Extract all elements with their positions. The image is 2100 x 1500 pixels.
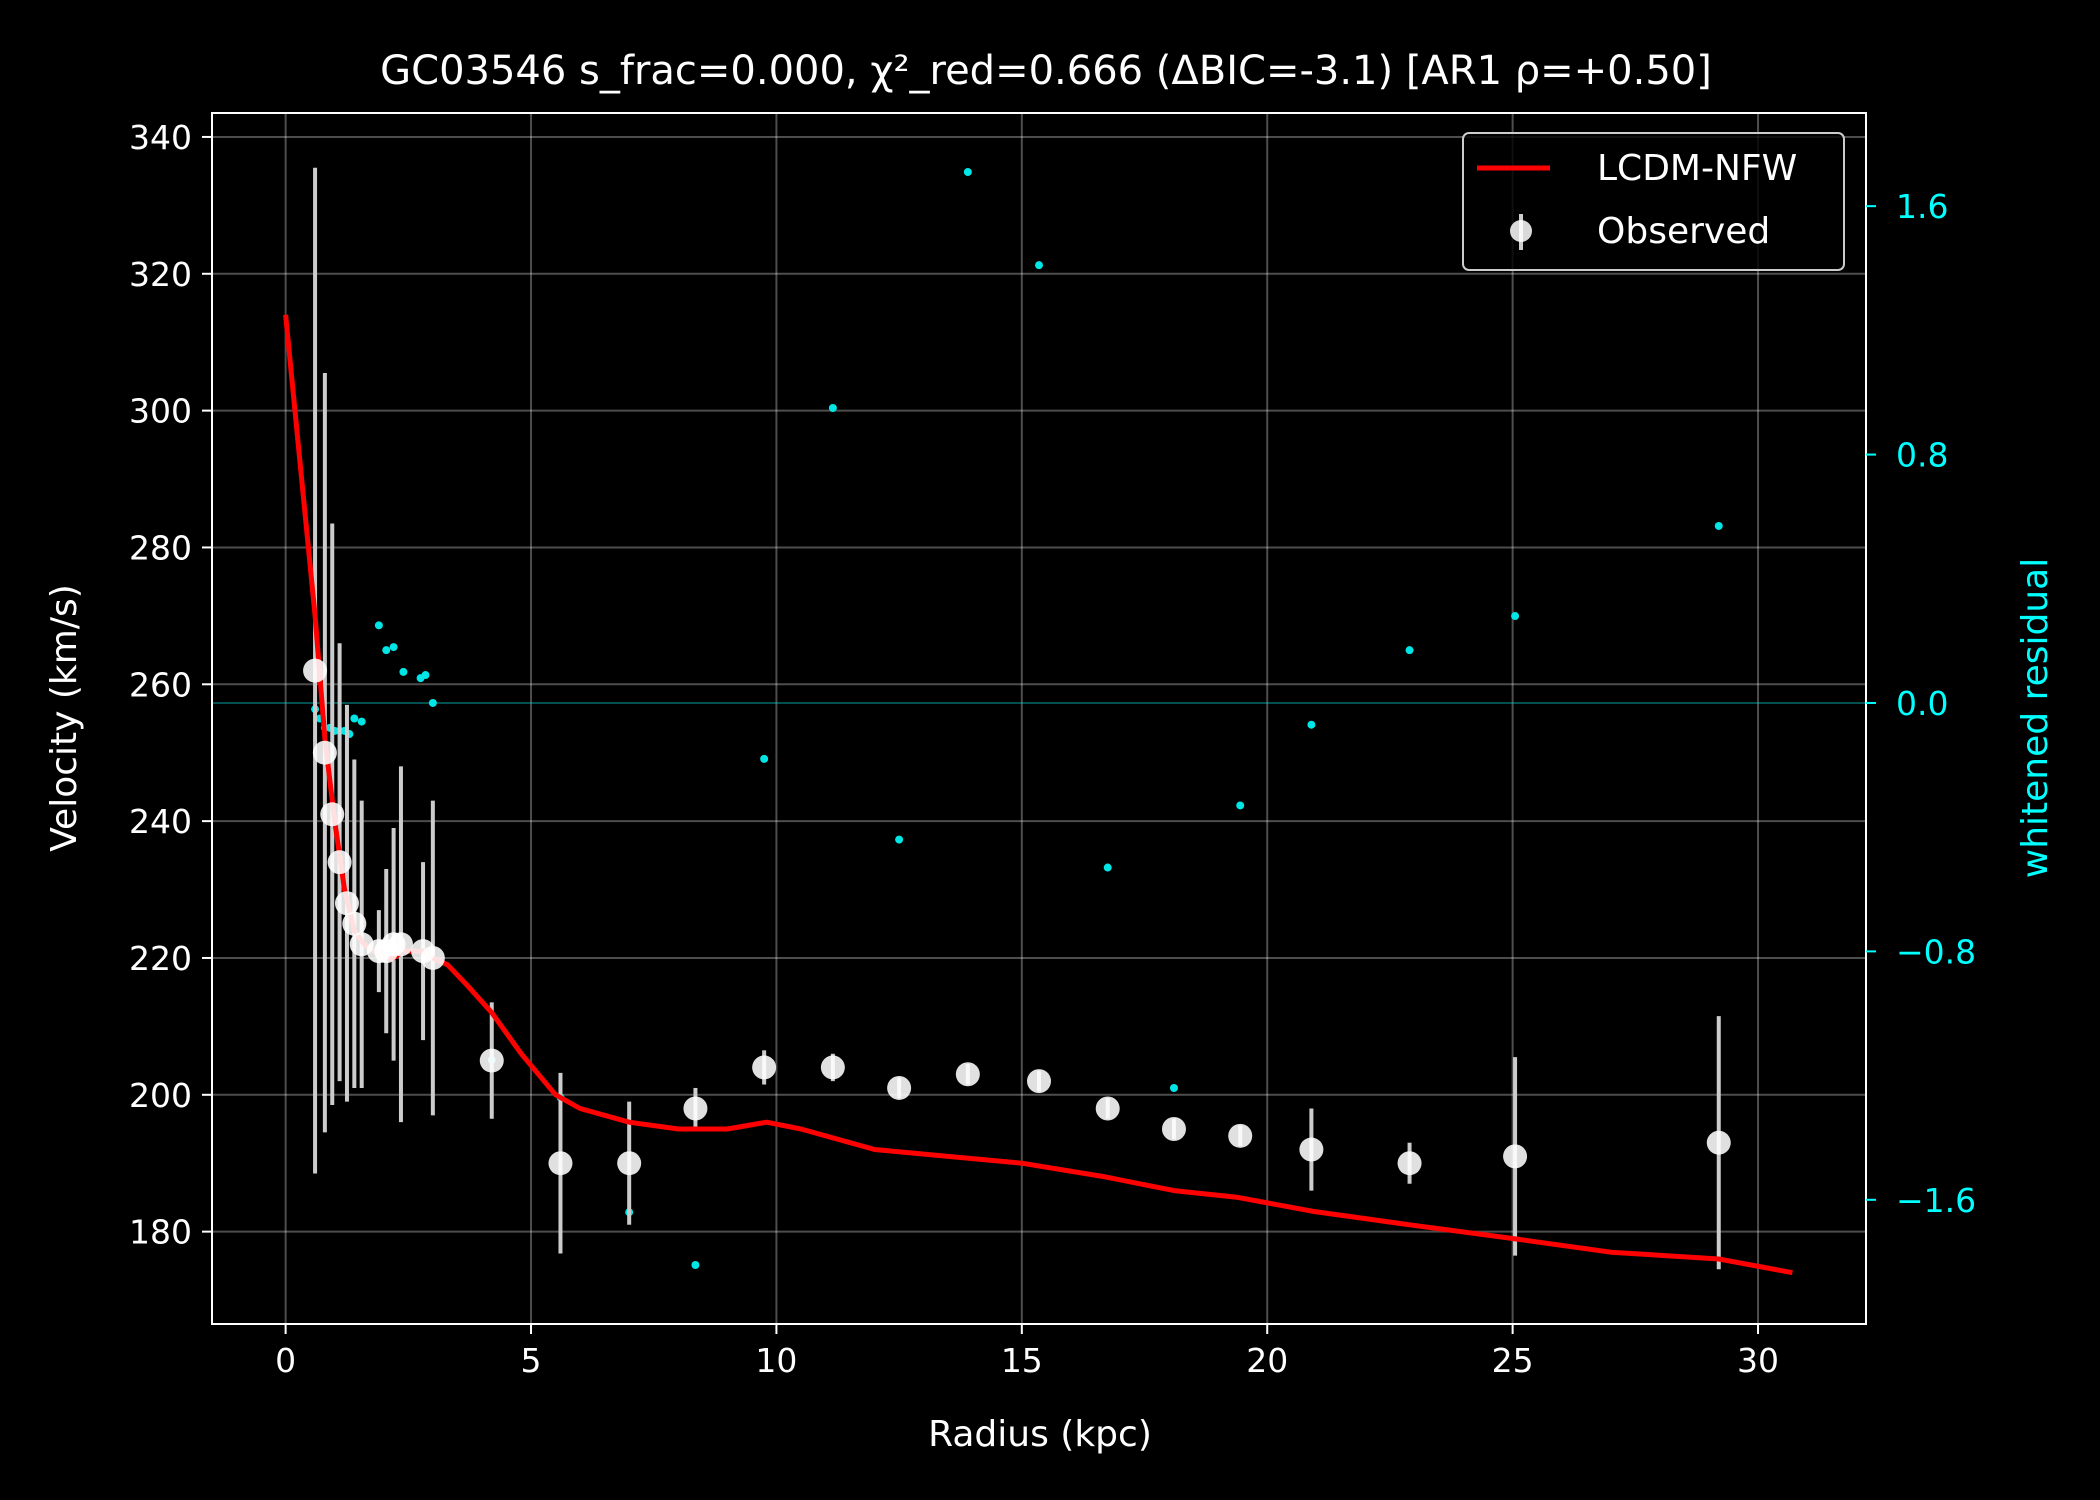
residual-point bbox=[399, 667, 408, 676]
x-tick-label: 30 bbox=[1737, 1341, 1779, 1380]
x-tick-label: 10 bbox=[755, 1341, 797, 1380]
residual-point bbox=[350, 714, 359, 723]
legend: LCDM-NFW Observed bbox=[1462, 132, 1845, 271]
y-tick-label: 300 bbox=[129, 392, 192, 431]
observed-point bbox=[955, 1062, 980, 1087]
right-tick-label: 0.0 bbox=[1896, 684, 1948, 723]
observed-point bbox=[312, 740, 337, 765]
observed-point bbox=[1299, 1137, 1324, 1162]
right-tick-label: −0.8 bbox=[1896, 932, 1976, 971]
y-tick-label: 280 bbox=[129, 528, 192, 567]
observed-point bbox=[1095, 1096, 1120, 1121]
observed-point bbox=[1503, 1144, 1528, 1169]
observed-point bbox=[303, 658, 328, 683]
residual-point bbox=[691, 1261, 700, 1270]
observed-point bbox=[1228, 1123, 1253, 1148]
right-axis-ticks: −1.6 −0.8 0.0 0.8 1.6 bbox=[1866, 187, 1976, 1220]
observed-point bbox=[683, 1096, 708, 1121]
observed-point bbox=[617, 1151, 642, 1176]
y-tick-label: 180 bbox=[129, 1213, 192, 1252]
observed-point bbox=[334, 891, 359, 916]
observed-point bbox=[887, 1075, 912, 1100]
y-tick-label: 200 bbox=[129, 1076, 192, 1115]
x-tick-label: 0 bbox=[275, 1341, 296, 1380]
residual-point bbox=[421, 671, 430, 680]
y-tick-label: 320 bbox=[129, 255, 192, 294]
residual-point bbox=[389, 643, 398, 652]
observed-point bbox=[1027, 1069, 1051, 1094]
residual-point bbox=[1236, 801, 1245, 810]
observed-point bbox=[342, 911, 367, 936]
residual-point bbox=[374, 621, 383, 630]
legend-marker-swatch bbox=[1510, 220, 1532, 242]
legend-label-observed: Observed bbox=[1597, 211, 1770, 252]
residual-point bbox=[1169, 1084, 1178, 1093]
legend-label-model: LCDM-NFW bbox=[1597, 148, 1797, 189]
chart-title: GC03546 s_frac=0.000, χ²_red=0.666 (ΔBIC… bbox=[380, 48, 1712, 94]
axes-frame bbox=[211, 112, 1867, 1325]
y-axis-ticks: 180 200 220 240 260 280 300 320 340 bbox=[129, 118, 212, 1252]
observed-point bbox=[388, 932, 413, 957]
residual-point bbox=[382, 646, 391, 655]
observed-points bbox=[303, 658, 1731, 1176]
right-tick-label: 1.6 bbox=[1896, 187, 1948, 226]
observed-point bbox=[548, 1151, 573, 1176]
right-tick-label: 0.8 bbox=[1896, 436, 1948, 475]
x-axis-ticks: 0 5 10 15 20 25 30 bbox=[275, 1324, 1779, 1380]
x-tick-label: 15 bbox=[1001, 1341, 1043, 1380]
legend-box bbox=[1462, 132, 1845, 271]
right-axis-label: whitened residual bbox=[2015, 558, 2056, 878]
observed-point bbox=[752, 1055, 777, 1080]
observed-point bbox=[1397, 1151, 1422, 1176]
residual-point bbox=[1035, 261, 1043, 270]
x-tick-label: 20 bbox=[1246, 1341, 1288, 1380]
observed-point bbox=[479, 1048, 504, 1073]
residual-point bbox=[828, 403, 837, 412]
residual-point bbox=[760, 754, 769, 763]
x-tick-label: 25 bbox=[1492, 1341, 1534, 1380]
residual-point bbox=[1714, 521, 1723, 530]
x-axis-label: Radius (kpc) bbox=[928, 1414, 1152, 1455]
y-tick-label: 260 bbox=[129, 665, 192, 704]
residual-point bbox=[1103, 863, 1112, 872]
observed-point bbox=[1161, 1117, 1186, 1142]
y-tick-label: 340 bbox=[129, 118, 192, 157]
grid bbox=[212, 113, 1866, 1324]
observed-point bbox=[320, 802, 345, 827]
residual-point bbox=[1405, 646, 1414, 655]
residual-point bbox=[357, 717, 366, 726]
y-axis-label: Velocity (km/s) bbox=[44, 584, 85, 852]
residual-point bbox=[963, 167, 972, 176]
y-tick-label: 220 bbox=[129, 939, 192, 978]
residual-point bbox=[895, 835, 904, 844]
residual-point bbox=[428, 698, 437, 707]
residual-point bbox=[1307, 720, 1316, 729]
observed-point bbox=[420, 945, 445, 970]
y-tick-label: 240 bbox=[129, 802, 192, 841]
x-tick-label: 5 bbox=[521, 1341, 542, 1380]
residual-point bbox=[1511, 612, 1520, 621]
right-tick-label: −1.6 bbox=[1896, 1181, 1976, 1220]
observed-point bbox=[327, 850, 352, 875]
observed-point bbox=[820, 1055, 845, 1080]
observed-point bbox=[1706, 1130, 1731, 1155]
